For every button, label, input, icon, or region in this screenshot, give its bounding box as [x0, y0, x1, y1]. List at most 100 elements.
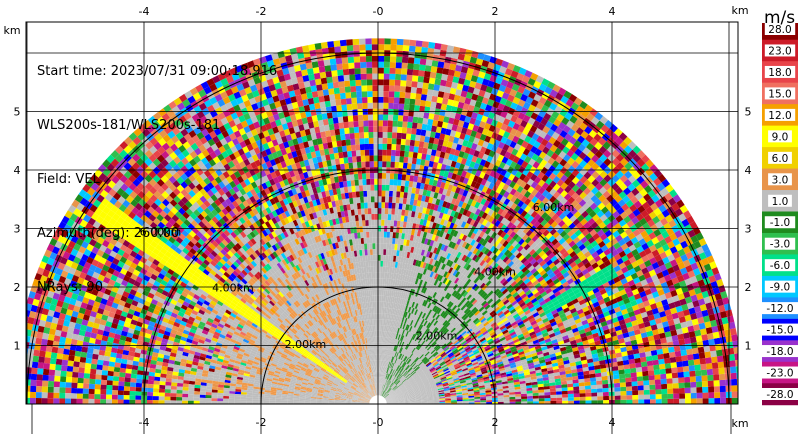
radar-gate	[438, 391, 445, 394]
radar-gate	[427, 364, 434, 369]
radar-gate	[596, 309, 604, 316]
radar-gate	[501, 307, 509, 313]
radar-gate	[623, 297, 631, 305]
radar-gate	[405, 383, 411, 388]
radar-gate	[584, 261, 592, 269]
radar-gate	[586, 354, 593, 360]
radar-gate	[518, 373, 525, 377]
radar-gate	[395, 389, 401, 394]
radar-gate	[589, 377, 597, 382]
radar-gate	[400, 387, 407, 392]
radar-gate	[567, 383, 574, 388]
radar-gate	[514, 384, 521, 388]
radar-gate	[704, 321, 712, 329]
radar-gate	[685, 398, 691, 404]
radar-gate	[584, 347, 591, 353]
radar-gate	[612, 210, 620, 219]
radar-gate	[666, 279, 674, 287]
radar-gate	[517, 370, 524, 375]
radar-gate	[679, 398, 686, 404]
radar-gate	[413, 387, 419, 391]
radar-gate	[386, 399, 392, 402]
radar-gate	[576, 367, 584, 373]
radar-gate	[385, 397, 392, 401]
radar-gate	[554, 378, 561, 383]
radar-gate	[671, 334, 679, 342]
radar-gate	[569, 358, 576, 364]
radar-gate	[642, 370, 649, 377]
radar-gate	[623, 259, 632, 267]
radar-gate	[403, 398, 410, 400]
radar-gate	[511, 350, 519, 355]
radar-gate	[654, 254, 663, 262]
radar-gate	[560, 316, 568, 322]
radar-gate	[611, 335, 619, 342]
radar-gate	[468, 392, 474, 395]
radar-gate	[448, 382, 455, 386]
radar-gate	[416, 379, 422, 384]
radar-gate	[560, 268, 568, 275]
radar-gate	[566, 348, 573, 354]
radar-gate	[673, 345, 681, 352]
radar-gate	[489, 356, 496, 361]
radar-gate	[431, 359, 437, 364]
radar-gate	[434, 354, 441, 359]
radar-gate	[400, 386, 406, 391]
radar-gate	[587, 290, 595, 297]
radar-gate	[517, 367, 524, 372]
radar-gate	[630, 372, 637, 378]
radar-gate	[410, 382, 417, 386]
radar-gate	[639, 188, 648, 197]
radar-gate	[443, 369, 450, 374]
radar-gate	[419, 99, 426, 107]
radar-gate	[439, 375, 446, 379]
radar-gate	[475, 354, 482, 359]
radar-gate	[610, 272, 619, 279]
radar-gate	[500, 352, 507, 357]
radar-gate	[701, 334, 709, 341]
radar-gate	[435, 379, 442, 383]
radar-gate	[564, 254, 572, 262]
radar-gate	[543, 354, 551, 360]
radar-gate	[539, 311, 546, 318]
radar-gate	[636, 269, 644, 278]
radar-gate	[575, 292, 582, 299]
radar-gate	[625, 381, 632, 387]
radar-gate	[573, 301, 581, 308]
radar-gate	[454, 351, 460, 356]
radar-gate	[654, 374, 661, 380]
radar-gate	[437, 369, 444, 374]
radar-gate	[453, 379, 460, 383]
radar-gate	[567, 317, 575, 323]
radar-gate	[685, 251, 694, 260]
radar-gate	[620, 386, 627, 392]
radar-gate	[440, 351, 446, 357]
radar-gate	[445, 360, 452, 365]
radar-gate	[433, 401, 440, 403]
radar-gate	[611, 249, 619, 257]
radar-gate	[404, 401, 411, 403]
radar-gate	[395, 390, 401, 394]
radar-gate	[538, 395, 545, 399]
radar-gate	[511, 300, 518, 306]
radar-gate	[535, 369, 542, 374]
radar-gate	[444, 370, 451, 375]
radar-gate	[460, 364, 467, 369]
radar-gate	[399, 384, 404, 389]
radar-gate	[428, 77, 436, 85]
radar-gate	[395, 391, 402, 395]
radar-gate	[445, 374, 452, 378]
radar-gate	[520, 391, 527, 394]
radar-gate	[556, 306, 563, 313]
radar-gate	[713, 273, 722, 281]
radar-gate	[548, 262, 556, 269]
radar-gate	[583, 370, 590, 376]
radar-gate	[618, 250, 627, 258]
radar-gate	[527, 401, 533, 404]
radar-gate	[385, 396, 391, 400]
radar-gate	[653, 177, 662, 187]
radar-gate	[538, 401, 545, 404]
radar-gate	[545, 323, 552, 329]
radar-gate	[602, 379, 609, 385]
radar-gate	[647, 335, 655, 342]
